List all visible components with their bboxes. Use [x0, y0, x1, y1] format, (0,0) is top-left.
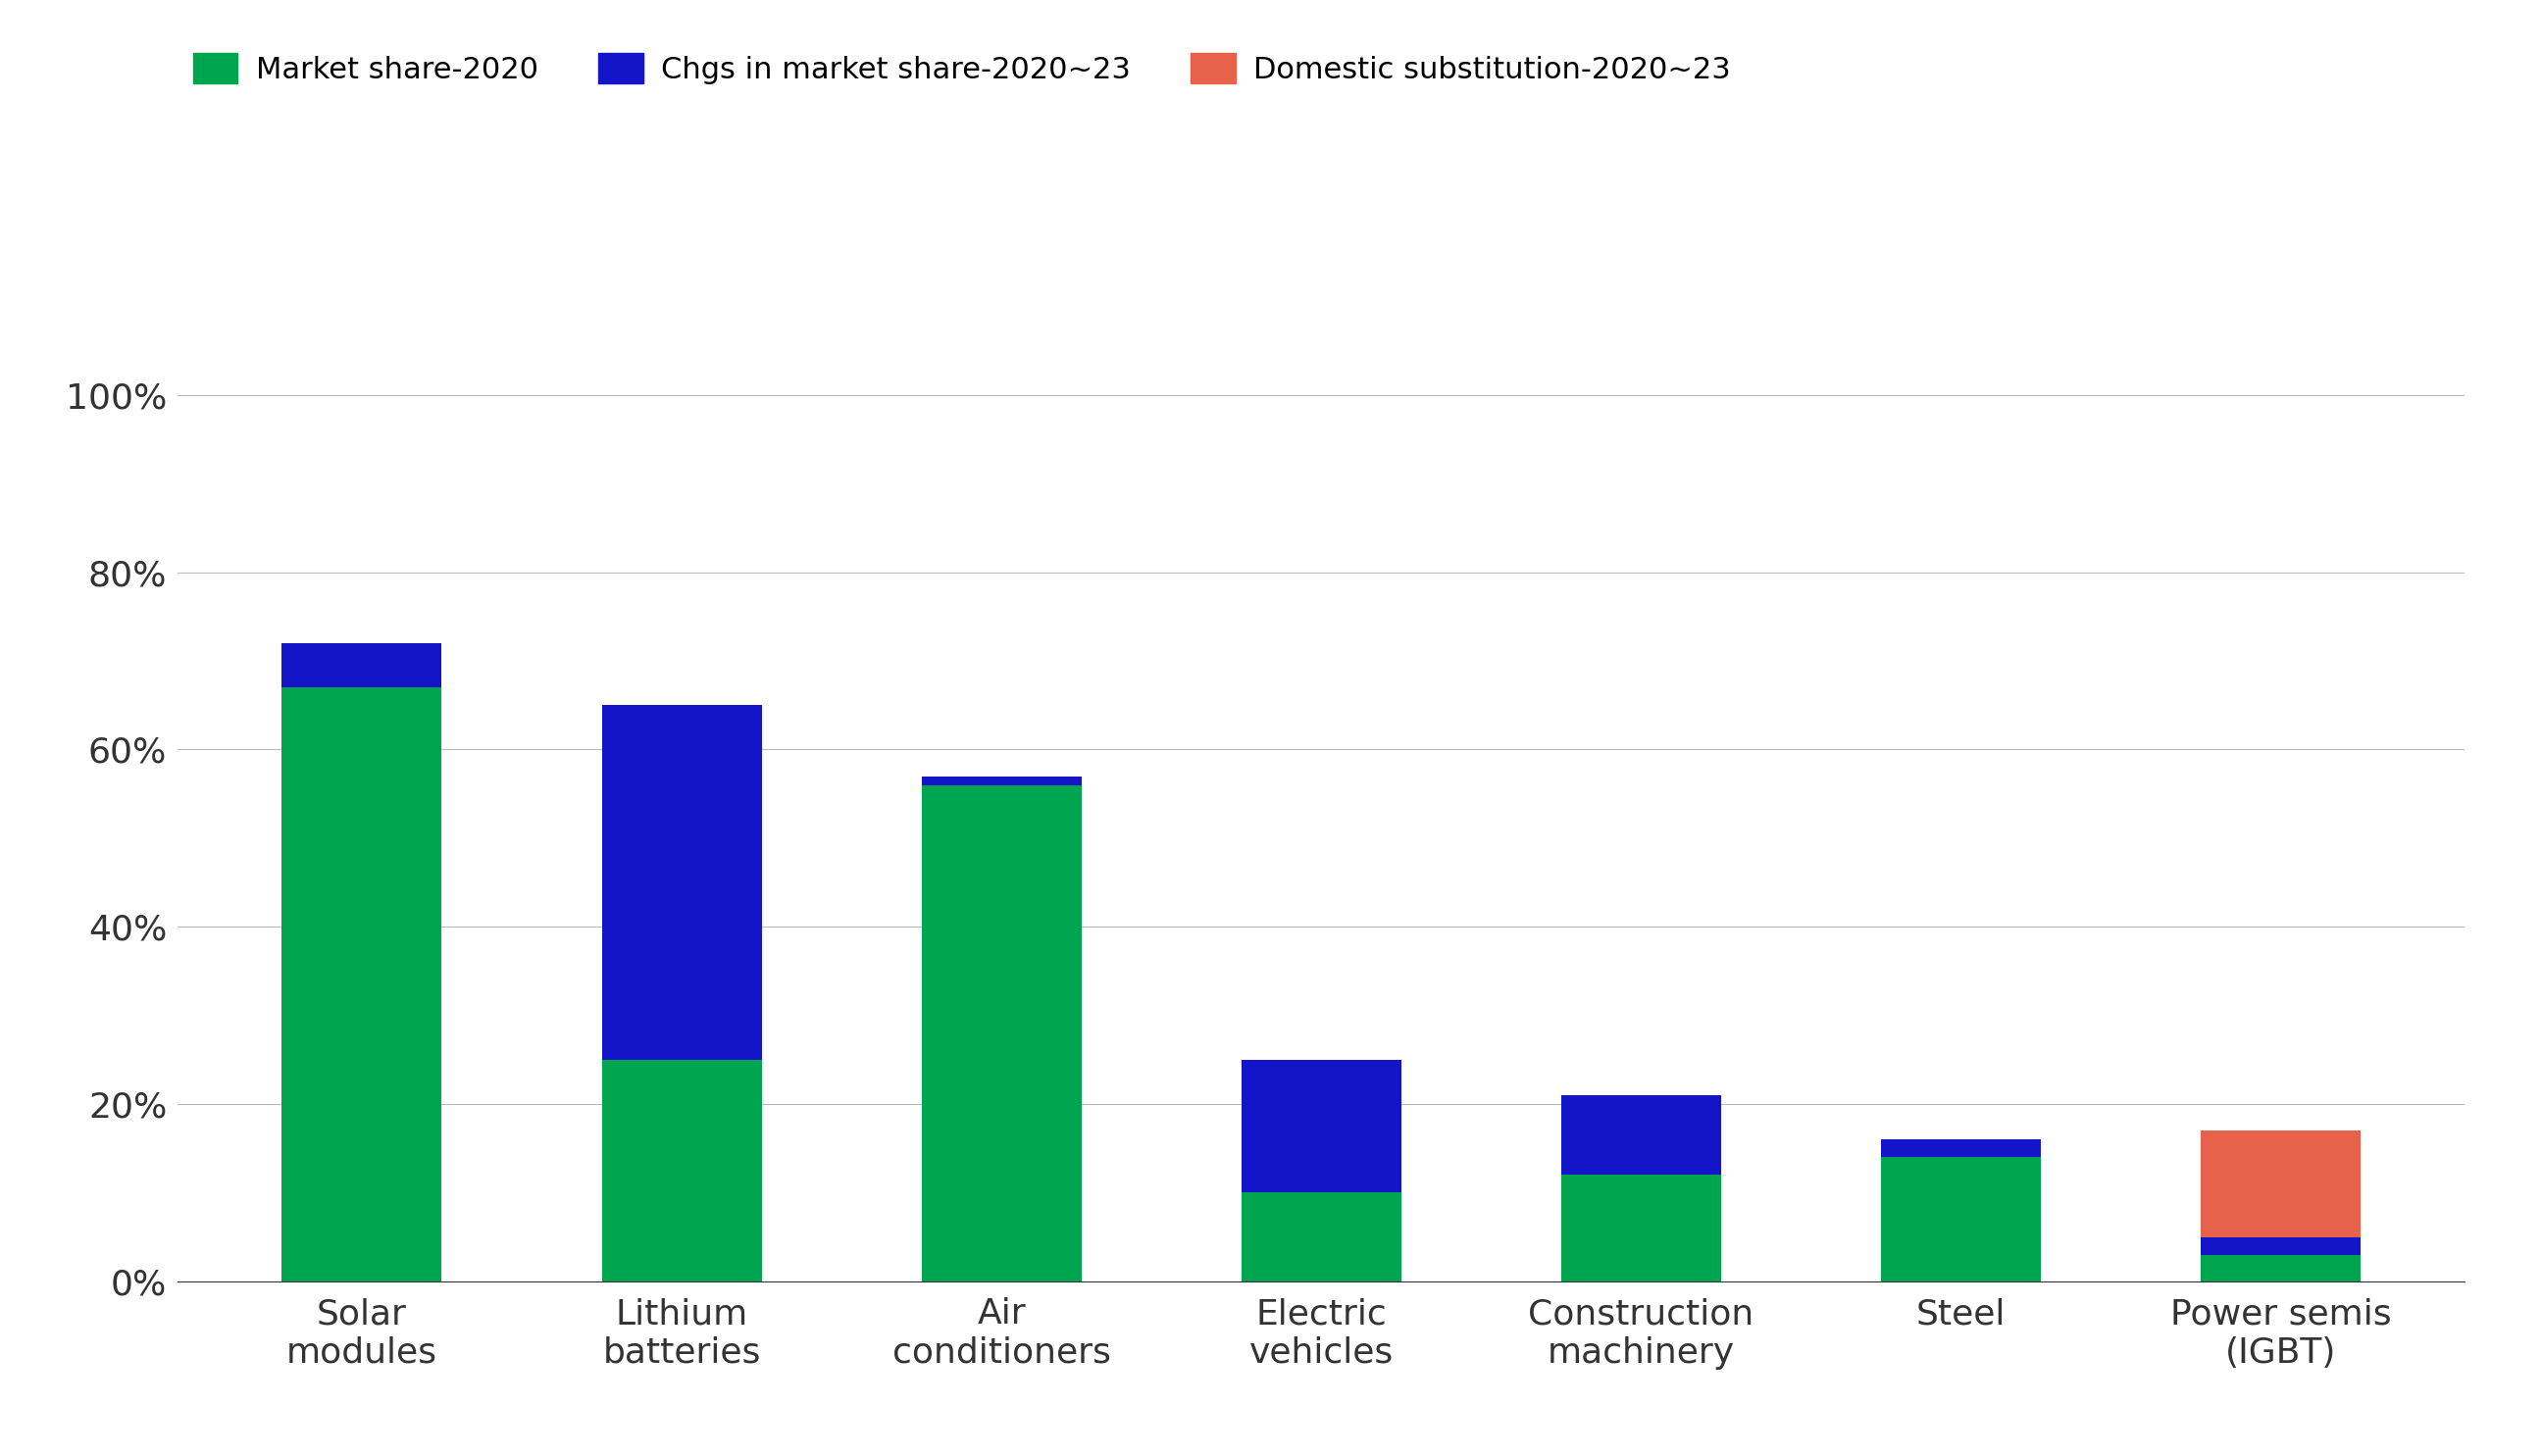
Bar: [282, 644, 442, 687]
Legend: Market share-2020, Chgs in market share-2020~23, Domestic substitution-2020~23: Market share-2020, Chgs in market share-…: [193, 52, 1730, 84]
Bar: [1880, 1158, 2040, 1281]
Bar: [1243, 1060, 1400, 1192]
Bar: [2201, 1255, 2361, 1281]
Bar: [282, 687, 442, 1281]
Bar: [1560, 1095, 1720, 1175]
Bar: [2201, 1131, 2361, 1238]
Bar: [1560, 1175, 1720, 1281]
Bar: [922, 776, 1082, 785]
Bar: [602, 705, 762, 1060]
Bar: [1243, 1192, 1400, 1281]
Bar: [1880, 1140, 2040, 1158]
Bar: [2201, 1238, 2361, 1255]
Bar: [922, 785, 1082, 1281]
Bar: [602, 1060, 762, 1281]
